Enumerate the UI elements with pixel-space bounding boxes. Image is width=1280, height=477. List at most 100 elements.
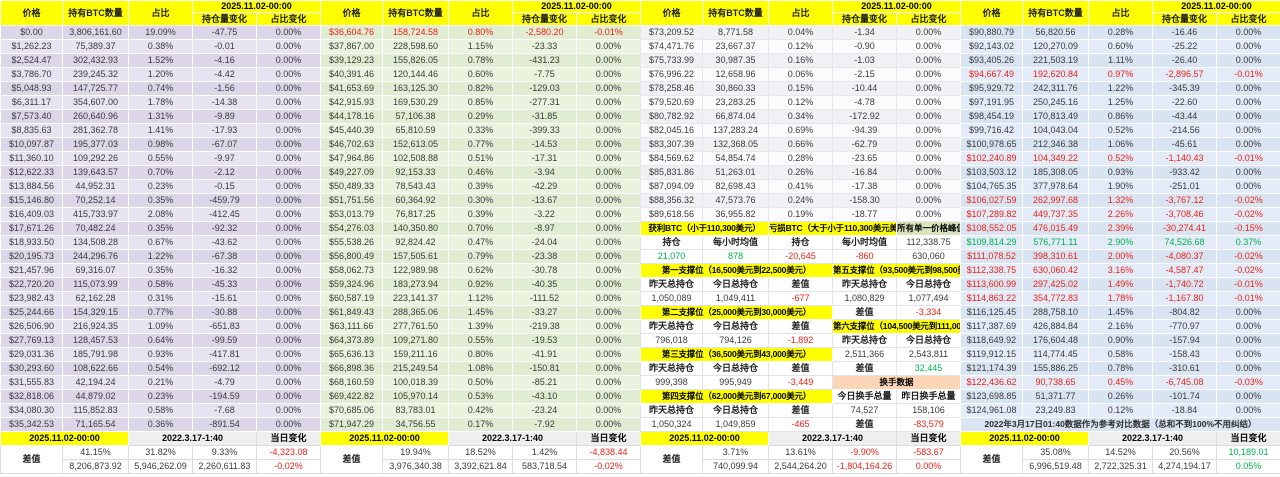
position-change-cell[interactable]: -0.01 (192, 39, 257, 54)
share-cell[interactable]: 0.50% (448, 375, 513, 390)
share-change-cell[interactable]: 0.00% (255, 389, 322, 404)
share-cell[interactable]: 0.39% (448, 179, 513, 194)
position-change-cell[interactable]: -43.62 (192, 235, 257, 250)
share-change-cell[interactable]: 0.00% (255, 193, 322, 208)
position-change-cell[interactable]: -4.16 (192, 53, 257, 68)
price-cell[interactable]: $79,520.69 (640, 95, 703, 110)
share-change-cell[interactable]: 0.00% (575, 375, 642, 390)
price-cell[interactable]: $45,440.39 (320, 123, 383, 138)
share-change-cell[interactable]: 0.00% (255, 277, 322, 292)
price-cell[interactable]: $0.00 (0, 25, 63, 40)
price-cell[interactable]: $103,503.12 (960, 165, 1023, 180)
value-cell[interactable]: 1,050,089 (640, 291, 703, 306)
position-change-cell[interactable]: -150.81 (512, 361, 577, 376)
value-cell[interactable]: -3,449 (768, 375, 833, 390)
btc-amount-cell[interactable]: 221,503.19 (1022, 53, 1089, 68)
share-change-cell[interactable]: 0.00% (575, 417, 642, 432)
value-cell[interactable]: -3,334 (895, 305, 962, 320)
share-cell[interactable]: 0.52% (1088, 151, 1153, 166)
share-cell[interactable]: 0.97% (1088, 67, 1153, 82)
position-change-cell[interactable]: -4.78 (832, 95, 897, 110)
price-cell[interactable]: $73,209.52 (640, 25, 703, 40)
price-cell[interactable]: $49,227.09 (320, 165, 383, 180)
share-cell[interactable]: 0.35% (128, 263, 193, 278)
value-cell[interactable]: 1,077,494 (895, 291, 962, 306)
price-cell[interactable]: $50,489.33 (320, 179, 383, 194)
btc-amount-cell[interactable]: 120,270.09 (1022, 39, 1089, 54)
value-cell[interactable]: -20,645 (768, 249, 833, 264)
share-cell[interactable]: 0.70% (448, 221, 513, 236)
footer-value-cell[interactable]: 3,392,621.84 (448, 459, 513, 474)
share-change-cell[interactable]: 0.00% (575, 193, 642, 208)
share-cell[interactable]: 0.90% (1088, 333, 1153, 348)
price-cell[interactable]: $106,027.59 (960, 193, 1023, 208)
snapshot-date-header[interactable]: 2025.11.02-00:00 (511, 0, 642, 13)
price-cell[interactable]: $84,569.62 (640, 151, 703, 166)
position-change-cell[interactable]: -14.38 (192, 95, 257, 110)
share-change-cell[interactable]: 0.00% (255, 67, 322, 82)
value-cell[interactable]: 796,018 (640, 333, 703, 348)
position-change-cell[interactable]: -310.61 (1152, 361, 1217, 376)
position-change-cell[interactable]: -18.84 (1152, 403, 1217, 418)
position-change-cell[interactable]: -277.31 (512, 95, 577, 110)
position-change-cell[interactable]: -92.32 (192, 221, 257, 236)
col-header-price[interactable]: 价格 (640, 0, 703, 26)
value-cell[interactable]: 878 (702, 249, 769, 264)
btc-amount-cell[interactable]: 56,820.56 (1022, 25, 1089, 40)
share-cell[interactable]: 0.82% (448, 81, 513, 96)
footer-value-cell[interactable]: 1.42% (512, 445, 577, 460)
share-change-cell[interactable]: -0.03% (1215, 375, 1280, 390)
price-cell[interactable]: $11,360.10 (0, 151, 63, 166)
footer-day-change-label[interactable]: 当日变化 (255, 431, 322, 446)
value-cell[interactable]: 32,445 (895, 361, 962, 376)
sub-label-cell[interactable]: 今日换手总量 (832, 389, 897, 404)
share-change-cell[interactable]: 0.00% (575, 403, 642, 418)
price-cell[interactable]: $80,782.92 (640, 109, 703, 124)
btc-amount-cell[interactable]: 23,667.37 (702, 39, 769, 54)
share-change-cell[interactable]: 0.00% (255, 207, 322, 222)
price-cell[interactable]: $34,080.30 (0, 403, 63, 418)
share-cell[interactable]: 0.58% (128, 277, 193, 292)
position-change-cell[interactable]: -42.29 (512, 179, 577, 194)
section-header-cell[interactable]: 第一支撑位（16,500美元到22,500美元） (640, 263, 833, 278)
price-cell[interactable]: $121,174.39 (960, 361, 1023, 376)
sub-label-cell[interactable]: 持仓 (768, 235, 833, 250)
btc-amount-cell[interactable]: 152,613.05 (382, 137, 449, 152)
btc-amount-cell[interactable]: 630,060.42 (1022, 263, 1089, 278)
footer-value-cell[interactable]: 13.61% (768, 445, 833, 460)
price-cell[interactable]: $123,698.85 (960, 389, 1023, 404)
btc-amount-cell[interactable]: 44,879.02 (62, 389, 129, 404)
price-cell[interactable]: $102,240.89 (960, 151, 1023, 166)
btc-amount-cell[interactable]: 114,774.45 (1022, 347, 1089, 362)
position-change-cell[interactable]: -4,587.47 (1152, 263, 1217, 278)
share-cell[interactable]: 0.12% (768, 39, 833, 54)
position-change-cell[interactable]: -30.78 (512, 263, 577, 278)
price-cell[interactable]: $51,751.56 (320, 193, 383, 208)
share-cell[interactable]: 0.23% (128, 389, 193, 404)
price-cell[interactable]: $56,800.49 (320, 249, 383, 264)
position-change-cell[interactable]: -0.90 (832, 39, 897, 54)
position-change-cell[interactable]: -10.44 (832, 81, 897, 96)
share-change-cell[interactable]: 0.00% (1215, 81, 1280, 96)
btc-amount-cell[interactable]: 60,364.92 (382, 193, 449, 208)
price-cell[interactable]: $74,471.76 (640, 39, 703, 54)
share-change-cell[interactable]: 0.00% (255, 151, 322, 166)
position-change-cell[interactable]: -1.03 (832, 53, 897, 68)
btc-amount-cell[interactable]: 104,043.04 (1022, 123, 1089, 138)
btc-amount-cell[interactable]: 297,425.02 (1022, 277, 1089, 292)
btc-amount-cell[interactable]: 66,874.04 (702, 109, 769, 124)
footer-value-cell[interactable]: -4,323.08 (255, 445, 322, 460)
section-header-cell[interactable]: 第六支撑位（104,500美元到111,000美元） (831, 319, 962, 334)
share-cell[interactable]: 1.45% (448, 305, 513, 320)
position-change-cell[interactable]: -158.43 (1152, 347, 1217, 362)
btc-amount-cell[interactable]: 104,349.22 (1022, 151, 1089, 166)
btc-amount-cell[interactable]: 262,997.68 (1022, 193, 1089, 208)
btc-amount-cell[interactable]: 122,989.98 (382, 263, 449, 278)
price-cell[interactable]: $61,849.43 (320, 305, 383, 320)
btc-amount-cell[interactable]: 23,249.83 (1022, 403, 1089, 418)
price-cell[interactable]: $109,814.29 (960, 235, 1023, 250)
value-cell[interactable]: 1,050,324 (640, 417, 703, 432)
share-change-cell[interactable]: 0.00% (1215, 95, 1280, 110)
share-cell[interactable]: 0.77% (128, 305, 193, 320)
position-change-cell[interactable]: -3.22 (512, 207, 577, 222)
